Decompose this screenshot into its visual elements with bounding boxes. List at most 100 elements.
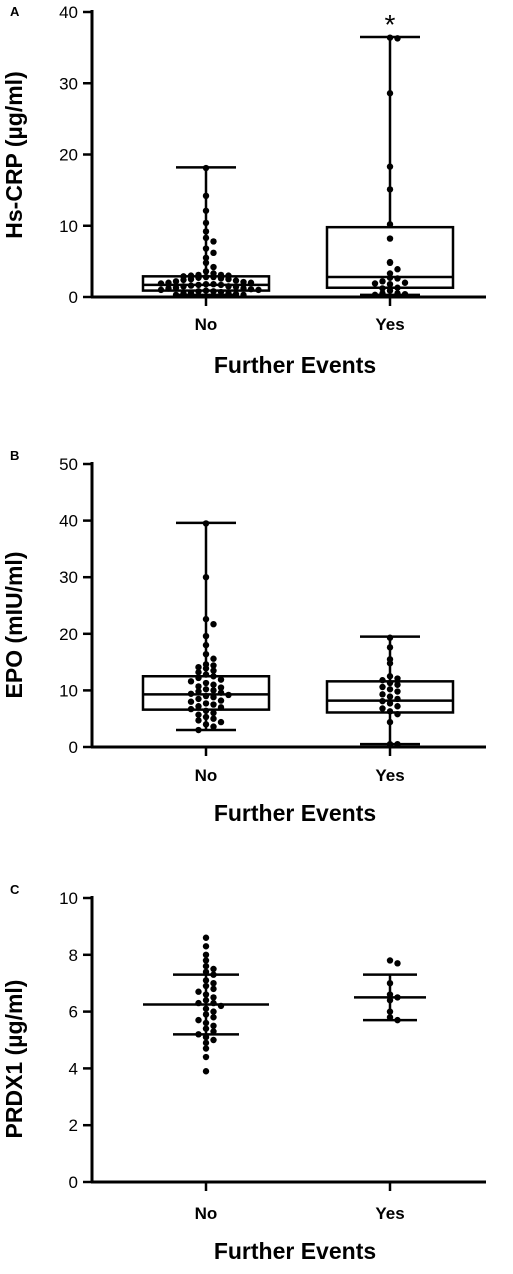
data-point	[379, 697, 386, 705]
y-tick-label: 40	[59, 3, 78, 22]
data-point	[202, 1053, 210, 1061]
data-point	[225, 275, 232, 283]
data-point	[210, 1028, 217, 1035]
data-point	[195, 683, 202, 690]
data-point	[210, 715, 217, 722]
data-point	[210, 280, 217, 288]
data-point	[202, 1068, 210, 1075]
data-point	[217, 288, 225, 296]
data-point	[202, 650, 210, 658]
data-point	[394, 675, 401, 682]
data-point	[202, 692, 210, 700]
data-point	[202, 721, 210, 728]
data-point	[401, 290, 409, 298]
data-point	[195, 281, 202, 289]
data-point	[195, 726, 202, 734]
data-point	[202, 219, 210, 227]
data-point	[195, 717, 202, 724]
data-point	[202, 671, 210, 678]
plot-area: 0 10 20 30 40	[59, 3, 486, 307]
data-point	[379, 691, 386, 698]
data-point	[202, 268, 210, 275]
data-point	[386, 280, 394, 288]
data-point	[232, 290, 240, 298]
data-point	[195, 669, 202, 676]
data-point	[202, 245, 210, 252]
data-point	[165, 285, 172, 292]
significance-marker: *	[385, 9, 396, 40]
x-tick-label: Yes	[375, 315, 404, 334]
data-point	[379, 285, 386, 292]
data-point	[247, 285, 255, 293]
y-tick-label: 0	[69, 288, 78, 307]
data-point	[210, 709, 217, 717]
data-point	[386, 186, 394, 193]
data-point	[195, 688, 202, 695]
data-point	[225, 691, 232, 699]
data-point	[187, 289, 195, 296]
data-point	[255, 286, 262, 294]
data-point	[210, 965, 217, 973]
data-point	[210, 681, 217, 688]
data-point	[225, 283, 232, 290]
data-point	[210, 662, 217, 669]
data-point	[187, 698, 195, 705]
data-point	[157, 280, 165, 287]
data-point	[172, 284, 180, 291]
data-point	[401, 279, 409, 286]
data-point	[202, 982, 210, 990]
data-point	[394, 740, 401, 748]
y-tick-label: 8	[69, 946, 78, 965]
data-point	[394, 35, 401, 42]
data-point	[217, 697, 225, 704]
data-point	[386, 1014, 394, 1021]
data-point	[202, 968, 210, 976]
data-point	[386, 991, 394, 998]
data-point	[210, 985, 217, 993]
data-point	[180, 283, 187, 290]
data-point	[202, 665, 210, 672]
chart-panel-c: C PRDX1 (µg/ml) Further Events No Yes 0 2…	[1, 882, 486, 1264]
data-point	[386, 740, 394, 748]
y-tick-label: 6	[69, 1003, 78, 1022]
data-point	[217, 718, 225, 726]
data-point	[195, 1031, 202, 1038]
y-tick-label: 30	[59, 74, 78, 93]
data-point	[195, 288, 202, 295]
data-point	[394, 275, 401, 282]
data-point	[202, 280, 210, 288]
data-point	[371, 291, 379, 299]
data-point	[386, 287, 394, 294]
data-point	[202, 520, 210, 527]
data-point	[202, 1025, 210, 1032]
data-point	[202, 707, 210, 714]
y-tick-label: 50	[59, 455, 78, 474]
data-point	[386, 1008, 394, 1015]
data-point	[394, 1016, 401, 1024]
data-point	[394, 703, 401, 710]
data-point	[202, 686, 210, 693]
data-point	[202, 713, 210, 721]
data-point	[202, 192, 210, 200]
data-point	[217, 676, 225, 683]
data-point	[202, 700, 210, 707]
data-point	[217, 704, 225, 711]
y-tick-label: 10	[59, 889, 78, 908]
data-point	[394, 688, 401, 695]
data-point	[394, 266, 401, 273]
data-point	[210, 999, 217, 1007]
y-tick-label: 20	[59, 625, 78, 644]
x-tick-label: No	[195, 315, 218, 334]
data-point	[202, 962, 210, 970]
data-point	[210, 238, 217, 245]
data-point	[371, 280, 379, 287]
x-axis-title: Further Events	[214, 352, 376, 378]
data-point	[394, 960, 401, 967]
data-point	[386, 90, 394, 97]
data-point	[210, 994, 217, 1001]
data-point	[225, 290, 232, 297]
data-point	[386, 693, 394, 700]
panel-letter: B	[10, 448, 19, 463]
data-point	[202, 934, 210, 941]
data-point	[202, 1005, 210, 1012]
